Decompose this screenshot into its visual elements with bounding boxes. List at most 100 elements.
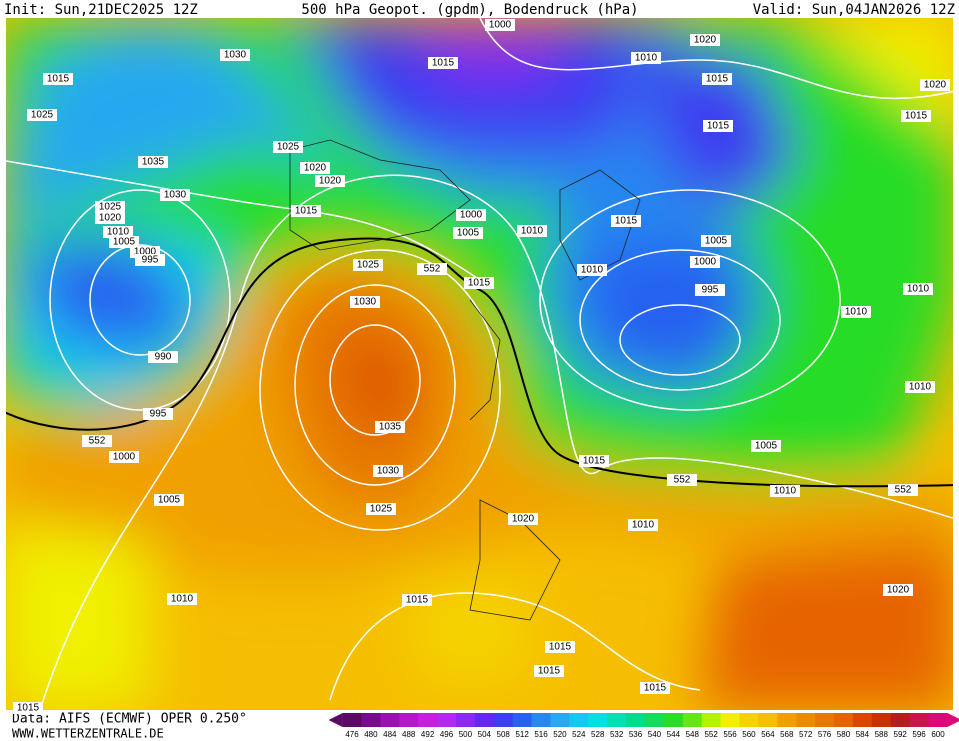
valid-label: Valid: Sun,04JAN2026 12Z bbox=[753, 2, 955, 18]
isobar-label-box bbox=[402, 594, 432, 606]
isobar-label-box bbox=[160, 189, 190, 201]
colorbar-swatch bbox=[512, 713, 533, 727]
colorbar-swatch bbox=[834, 713, 854, 727]
colorbar-swatch bbox=[399, 713, 419, 727]
isobar-label: 1010 bbox=[581, 265, 604, 276]
isobar-label: 1000 bbox=[489, 20, 512, 31]
isobar-label-box bbox=[315, 175, 345, 187]
colorbar-swatch bbox=[342, 713, 362, 727]
colorbar-label: 512 bbox=[515, 730, 529, 739]
isobar-label-box bbox=[545, 641, 575, 653]
isobar-label: 1010 bbox=[774, 486, 797, 497]
isobar-label: 1005 bbox=[113, 237, 136, 248]
isobar-label-box bbox=[167, 593, 197, 605]
isobars bbox=[6, 18, 953, 710]
isobar-label: 1030 bbox=[224, 50, 247, 61]
isobar-label: 1025 bbox=[357, 260, 380, 271]
colorbar-label: 508 bbox=[497, 730, 511, 739]
data-source: Data: AIFS (ECMWF) OPER 0.250° bbox=[12, 712, 247, 727]
colorbar-label: 600 bbox=[931, 730, 945, 739]
isobar-label-box bbox=[770, 485, 800, 497]
colorbar-label: 520 bbox=[553, 730, 567, 739]
isobar-label: 1020 bbox=[694, 35, 717, 46]
isobar-label: 1020 bbox=[319, 176, 342, 187]
isobar-label-box bbox=[534, 665, 564, 677]
isobar-label: 1010 bbox=[909, 382, 932, 393]
isobar-label-box bbox=[631, 52, 661, 64]
isobar-label-box bbox=[751, 440, 781, 452]
isobar-label-box bbox=[464, 277, 494, 289]
isobar-label: 552 bbox=[895, 485, 912, 496]
colorbar-swatch bbox=[626, 713, 646, 727]
isobar-label-box bbox=[702, 73, 732, 85]
colorbar-label: 532 bbox=[610, 730, 624, 739]
isobar-label: 1000 bbox=[460, 210, 483, 221]
isobar-label-box bbox=[43, 73, 73, 85]
isobar-label-box bbox=[703, 120, 733, 132]
isobar-label: 1005 bbox=[158, 495, 181, 506]
isobar-label: 1025 bbox=[99, 202, 122, 213]
isobar-label-box bbox=[375, 421, 405, 433]
isobar-label-box bbox=[888, 484, 918, 496]
colorbar-swatch bbox=[928, 713, 948, 727]
isobar-label-box bbox=[220, 49, 250, 61]
isobar-label-box bbox=[905, 381, 935, 393]
isobar-label: 1015 bbox=[406, 595, 429, 606]
isobar-label: 1015 bbox=[468, 278, 491, 289]
colorbar-label: 564 bbox=[761, 730, 775, 739]
colorbar-swatch bbox=[739, 713, 759, 727]
isobar-label: 1020 bbox=[512, 514, 535, 525]
colorbar-label: 548 bbox=[686, 730, 700, 739]
colorbar-label: 544 bbox=[667, 730, 681, 739]
isobar-label-box bbox=[701, 235, 731, 247]
colorbar-arrow-right bbox=[947, 713, 959, 727]
isobar-label: 1030 bbox=[377, 466, 400, 477]
isobar-label-box bbox=[82, 435, 112, 447]
colorbar-swatch bbox=[437, 713, 457, 727]
isobar-label: 1025 bbox=[370, 504, 393, 515]
colorbar-label: 540 bbox=[648, 730, 662, 739]
isobar-label-box bbox=[611, 215, 641, 227]
isobar-label-box bbox=[456, 209, 486, 221]
colorbar-swatch bbox=[871, 713, 892, 727]
isobar-label: 1015 bbox=[432, 58, 455, 69]
isobar-label: 1010 bbox=[107, 227, 130, 238]
isobar-label: 1020 bbox=[924, 80, 947, 91]
isobar-label-box bbox=[373, 465, 403, 477]
isobar-label: 990 bbox=[155, 352, 172, 363]
isobar-label: 1015 bbox=[707, 121, 730, 132]
isobar-label: 1020 bbox=[99, 213, 122, 224]
isobar-label: 995 bbox=[150, 409, 167, 420]
colorbar-swatch bbox=[758, 713, 778, 727]
colorbar-label: 584 bbox=[856, 730, 870, 739]
isobar-label: 1010 bbox=[171, 594, 194, 605]
isobar-label-box bbox=[428, 57, 458, 69]
isobar-label: 1010 bbox=[632, 520, 655, 531]
isobar-label-box bbox=[154, 494, 184, 506]
colorbar-swatch bbox=[890, 713, 911, 727]
isobar-label: 1030 bbox=[164, 190, 187, 201]
isobar-label-box bbox=[350, 296, 380, 308]
colorbar-label: 484 bbox=[383, 730, 397, 739]
isobar-label: 1015 bbox=[644, 683, 667, 694]
colorbar: 476 480 484 488 492 496 500 504 508 512 516 520 524 5… bbox=[328, 713, 959, 739]
isobar-label-box bbox=[577, 264, 607, 276]
colorbar-label: 588 bbox=[875, 730, 889, 739]
isobar-label: 1030 bbox=[354, 297, 377, 308]
colorbar-swatch bbox=[852, 713, 873, 727]
colorbar-label: 580 bbox=[837, 730, 851, 739]
colorbar-swatch bbox=[682, 713, 703, 727]
colorbar-label: 576 bbox=[818, 730, 832, 739]
colorbar-arrow-left bbox=[328, 713, 343, 727]
colorbar-label: 496 bbox=[440, 730, 454, 739]
isobar-label: 995 bbox=[142, 255, 159, 266]
isobar-label: 1000 bbox=[694, 257, 717, 268]
isobar-label: 1010 bbox=[521, 226, 544, 237]
colorbar-swatch bbox=[645, 713, 665, 727]
isobar-label-box bbox=[273, 141, 303, 153]
isobar-label-box bbox=[417, 263, 447, 275]
isobar-label-box bbox=[148, 351, 178, 363]
colorbar-label: 560 bbox=[742, 730, 756, 739]
